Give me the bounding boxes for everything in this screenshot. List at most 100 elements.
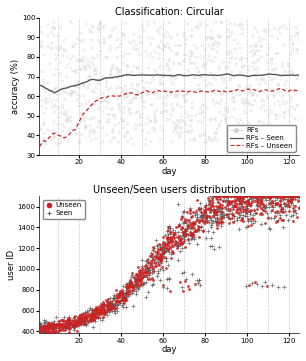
Point — [232, 213, 237, 218]
Point — [159, 74, 164, 79]
Point — [297, 35, 302, 40]
Point — [46, 32, 50, 38]
Point — [91, 317, 96, 323]
Point — [41, 77, 46, 83]
Point — [265, 214, 270, 219]
Point — [244, 209, 249, 215]
Point — [78, 314, 83, 320]
Point — [198, 225, 203, 230]
Point — [179, 214, 184, 220]
Point — [129, 283, 134, 289]
Point — [112, 112, 117, 118]
Point — [135, 65, 140, 71]
Point — [77, 93, 82, 99]
Point — [186, 68, 191, 73]
Point — [252, 193, 256, 199]
Point — [242, 125, 247, 130]
Point — [255, 193, 260, 199]
Point — [224, 199, 229, 205]
Point — [110, 65, 115, 71]
Point — [181, 232, 186, 238]
Point — [100, 90, 105, 96]
Point — [157, 254, 162, 260]
Point — [252, 51, 257, 57]
Point — [276, 99, 281, 104]
Point — [275, 36, 280, 42]
Point — [165, 240, 170, 245]
Point — [91, 114, 96, 120]
Point — [133, 277, 138, 282]
Point — [177, 125, 182, 131]
Point — [93, 306, 98, 312]
Point — [84, 101, 88, 106]
Point — [239, 209, 244, 214]
Point — [127, 287, 132, 292]
Point — [296, 193, 300, 199]
Point — [190, 220, 195, 226]
Point — [39, 97, 44, 103]
Point — [249, 280, 254, 286]
Point — [39, 103, 44, 109]
Point — [225, 207, 230, 213]
Point — [188, 130, 192, 136]
Point — [227, 206, 232, 212]
Point — [50, 40, 54, 46]
Point — [95, 314, 100, 320]
Point — [79, 38, 84, 44]
Point — [267, 28, 272, 34]
Point — [262, 193, 267, 199]
Point — [238, 92, 243, 98]
Point — [263, 193, 268, 199]
Point — [189, 232, 194, 238]
Point — [55, 323, 60, 329]
Point — [58, 322, 62, 327]
Point — [142, 266, 147, 271]
Point — [143, 269, 147, 275]
Point — [156, 259, 161, 265]
Point — [282, 110, 287, 116]
Point — [149, 251, 154, 257]
Point — [104, 78, 109, 83]
Point — [219, 202, 224, 208]
Point — [166, 262, 171, 268]
Point — [61, 323, 66, 329]
Point — [255, 281, 259, 287]
Point — [51, 320, 56, 326]
Point — [39, 324, 44, 330]
Point — [100, 139, 105, 144]
Point — [200, 227, 205, 232]
Point — [292, 116, 297, 121]
Point — [60, 322, 65, 327]
Point — [288, 34, 293, 39]
Point — [77, 316, 82, 322]
Point — [281, 206, 286, 212]
Point — [37, 28, 42, 34]
Point — [150, 103, 155, 108]
Point — [181, 238, 186, 244]
Point — [68, 118, 73, 124]
Point — [126, 284, 131, 290]
Point — [101, 309, 106, 315]
Point — [129, 272, 134, 278]
Point — [253, 60, 258, 66]
Point — [119, 287, 124, 293]
Point — [168, 225, 173, 231]
Point — [241, 198, 245, 204]
Point — [223, 206, 228, 212]
Point — [114, 302, 119, 308]
Point — [190, 105, 195, 110]
Point — [124, 284, 129, 290]
Point — [46, 80, 50, 86]
Point — [192, 42, 197, 48]
Point — [267, 201, 272, 206]
Point — [225, 34, 230, 40]
Point — [156, 65, 161, 71]
Point — [154, 87, 159, 93]
Point — [131, 275, 136, 281]
Point — [185, 210, 189, 216]
Point — [285, 217, 290, 223]
Point — [181, 93, 186, 99]
Point — [181, 58, 186, 64]
Point — [269, 142, 274, 147]
Point — [118, 108, 123, 113]
